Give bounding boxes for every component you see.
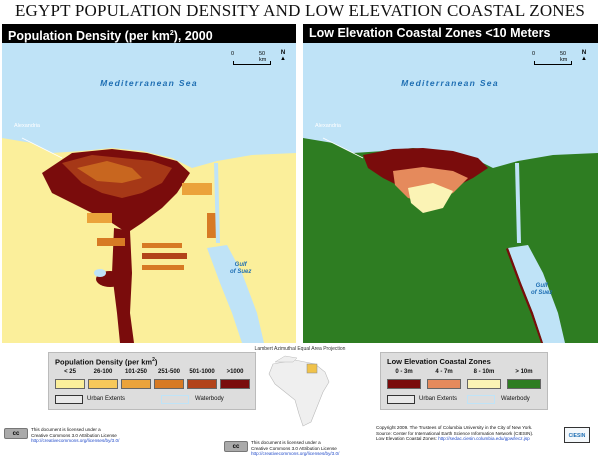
population-panel-heading: Population Density (per km2), 2000 (2, 24, 296, 43)
legend-swatch-label: 0 - 3m (395, 369, 413, 375)
scale-km-label: 50 km (560, 51, 568, 63)
legend-swatch-label: >1000 (226, 369, 244, 375)
gulf-label-line2: of Suez (230, 269, 252, 275)
scale-zero-label: 0 (231, 51, 235, 57)
map-title: EGYPT POPULATION DENSITY AND LOW ELEVATI… (14, 1, 586, 20)
legend-swatch (187, 379, 217, 389)
legend-swatch (121, 379, 151, 389)
waterbody-swatch (467, 395, 495, 404)
legend-swatch (387, 379, 421, 389)
urban-extents-swatch (387, 395, 415, 404)
legend-swatch (427, 379, 461, 389)
cc-license-badge: cc (224, 441, 248, 452)
locator-map (255, 352, 345, 432)
copyright-line3-prefix: Low Elevation Coastal Zones: (376, 436, 439, 441)
gulf-label-line1: Gulf (234, 262, 247, 268)
urban-extents-swatch (55, 395, 83, 404)
urban-extents-label: Urban Extents (87, 396, 126, 402)
gulf-label: Gulf of Suez (531, 283, 552, 297)
legend-swatch (220, 379, 250, 389)
copyright-line2: Source: Center for International Earth S… (376, 430, 534, 436)
gulf-label-line2: of Suez (531, 290, 553, 296)
legend-title-rest: ) (154, 357, 158, 367)
license-line2: Creative Commons 3.0 Attribution License (31, 432, 117, 438)
license-text-left: This document is licensed under a Creati… (31, 427, 119, 444)
population-map-graphic (2, 43, 296, 343)
north-label: N (280, 50, 286, 56)
license-line2: Creative Commons 3.0 Attribution License (251, 445, 337, 451)
lecz-data-link[interactable]: http://sedac.ciesin.columbia.edu/gpw/lec… (438, 436, 530, 441)
lecz-panel-heading: Low Elevation Coastal Zones <10 Meters (303, 24, 598, 43)
license-line1: This document is licensed under a (251, 440, 321, 445)
legend-swatch (467, 379, 501, 389)
north-arrow-icon: N ▲ (581, 50, 587, 62)
city-label-alexandria: Alexandria (14, 123, 40, 129)
legend-swatch-label: > 10m (515, 369, 533, 375)
gulf-label: Gulf of Suez (230, 262, 251, 276)
copyright-text: Copyright 2009. The Trustees of Columbia… (376, 425, 533, 442)
lecz-legend: Low Elevation Coastal Zones 0 - 3m 4 - 7m… (380, 352, 548, 410)
legend-swatch-label: < 25 (64, 369, 76, 375)
africa-locator-graphic (255, 352, 345, 432)
lecz-map-graphic (303, 43, 598, 343)
legend-swatch (55, 379, 85, 389)
legend-swatch-label: 4 - 7m (435, 369, 453, 375)
scale-line (233, 61, 271, 65)
population-density-map: 0 50 km N ▲ Mediterranean Sea Alexandria … (2, 43, 296, 343)
legend-swatch-label: 501-1000 (189, 369, 215, 375)
legend-title-text: Population Density (per km (55, 357, 153, 367)
license-url-link[interactable]: http://creativecommons.org/licenses/by/3… (31, 438, 120, 443)
north-arrow-icon: N ▲ (280, 50, 286, 62)
sea-label: Mediterranean Sea (100, 78, 198, 88)
urban-extents-label: Urban Extents (419, 396, 458, 402)
legend-swatch-label: 8 - 10m (473, 369, 495, 375)
heading-superscript: 2 (169, 30, 174, 37)
legend-title-sup: 2 (152, 357, 155, 363)
license-line1: This document is licensed under a (31, 427, 101, 432)
sea-label: Mediterranean Sea (401, 78, 499, 88)
population-legend: Population Density (per km2) < 25 26-100 1… (48, 352, 256, 410)
heading-text: Population Density (per km (8, 29, 170, 43)
license-url-link[interactable]: http://creativecommons.org/licenses/by/3… (251, 451, 340, 456)
ciesin-logo: CIESIN (564, 427, 590, 443)
legend-swatch-label: 26-100 (93, 369, 113, 375)
legend-title: Low Elevation Coastal Zones (387, 357, 491, 366)
city-label-alexandria: Alexandria (315, 123, 341, 129)
scale-km-label: 50 km (259, 51, 267, 63)
legend-swatch (154, 379, 184, 389)
lecz-map: 0 50 km N ▲ Mediterranean Sea Alexandria … (303, 43, 598, 343)
license-text-center: This document is licensed under a Creati… (251, 440, 339, 457)
waterbody-label: Waterbody (195, 396, 224, 402)
scale-line (534, 61, 572, 65)
cc-license-badge: cc (4, 428, 28, 439)
scale-zero-label: 0 (532, 51, 536, 57)
waterbody-swatch (161, 395, 189, 404)
copyright-line1: Copyright 2009. The Trustees of Columbia… (376, 425, 533, 430)
waterbody-label: Waterbody (501, 396, 530, 402)
legend-swatch-label: 251-500 (157, 369, 181, 375)
legend-swatch-label: 101-250 (124, 369, 148, 375)
gulf-label-line1: Gulf (535, 283, 548, 289)
legend-title: Population Density (per km2) (55, 357, 157, 367)
heading-text-rest: ), 2000 (173, 29, 213, 43)
north-label: N (581, 50, 587, 56)
legend-swatch (88, 379, 118, 389)
legend-swatch (507, 379, 541, 389)
projection-note: Lambert Azimuthal Equal Area Projection (254, 346, 346, 352)
